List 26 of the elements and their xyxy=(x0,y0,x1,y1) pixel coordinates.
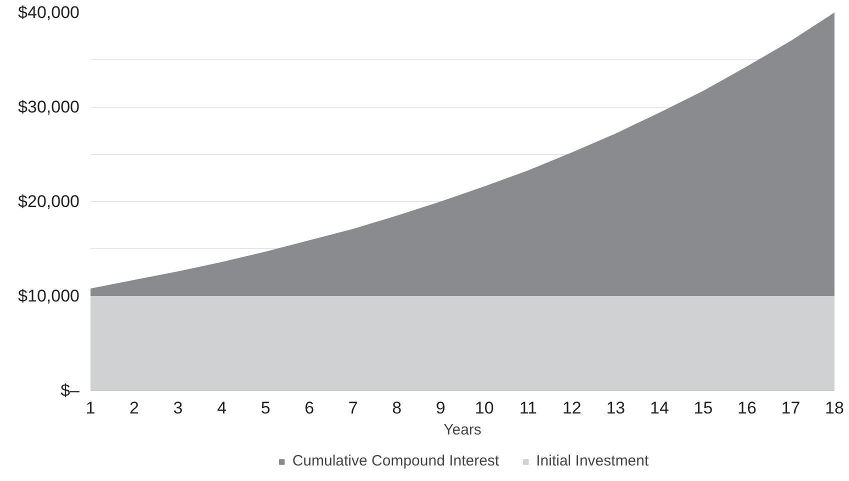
y-tick-label: $20,000 xyxy=(18,192,80,211)
x-tick-label: 15 xyxy=(694,398,713,418)
x-tick-label: 6 xyxy=(304,398,314,418)
x-tick-label: 14 xyxy=(650,398,669,418)
x-tick-label: 5 xyxy=(260,398,270,418)
legend-label: Cumulative Compound Interest xyxy=(292,452,500,470)
x-tick-label: 16 xyxy=(738,398,756,418)
x-tick-label: 1 xyxy=(86,398,96,418)
x-tick-label: 7 xyxy=(348,398,358,418)
y-tick-label: $30,000 xyxy=(18,98,80,116)
legend-label: Initial Investment xyxy=(536,452,649,470)
x-tick-label: 12 xyxy=(562,398,582,418)
x-axis-title: Years xyxy=(444,422,482,438)
x-tick-label: 17 xyxy=(781,398,800,418)
y-tick-label: $10,000 xyxy=(18,286,80,306)
y-tick-label: $– xyxy=(60,381,80,400)
x-tick-label: 4 xyxy=(217,398,227,418)
x-tick-label: 2 xyxy=(130,398,140,418)
x-tick-label: 13 xyxy=(606,398,626,418)
x-tick-label: 3 xyxy=(173,398,183,418)
x-tick-label: 8 xyxy=(392,398,402,418)
x-tick-label: 9 xyxy=(436,398,446,418)
y-tick-label: $40,000 xyxy=(18,3,80,22)
x-tick-label: 10 xyxy=(474,398,494,418)
x-tick-label: 11 xyxy=(519,398,537,418)
x-tick-label: 18 xyxy=(825,398,844,418)
